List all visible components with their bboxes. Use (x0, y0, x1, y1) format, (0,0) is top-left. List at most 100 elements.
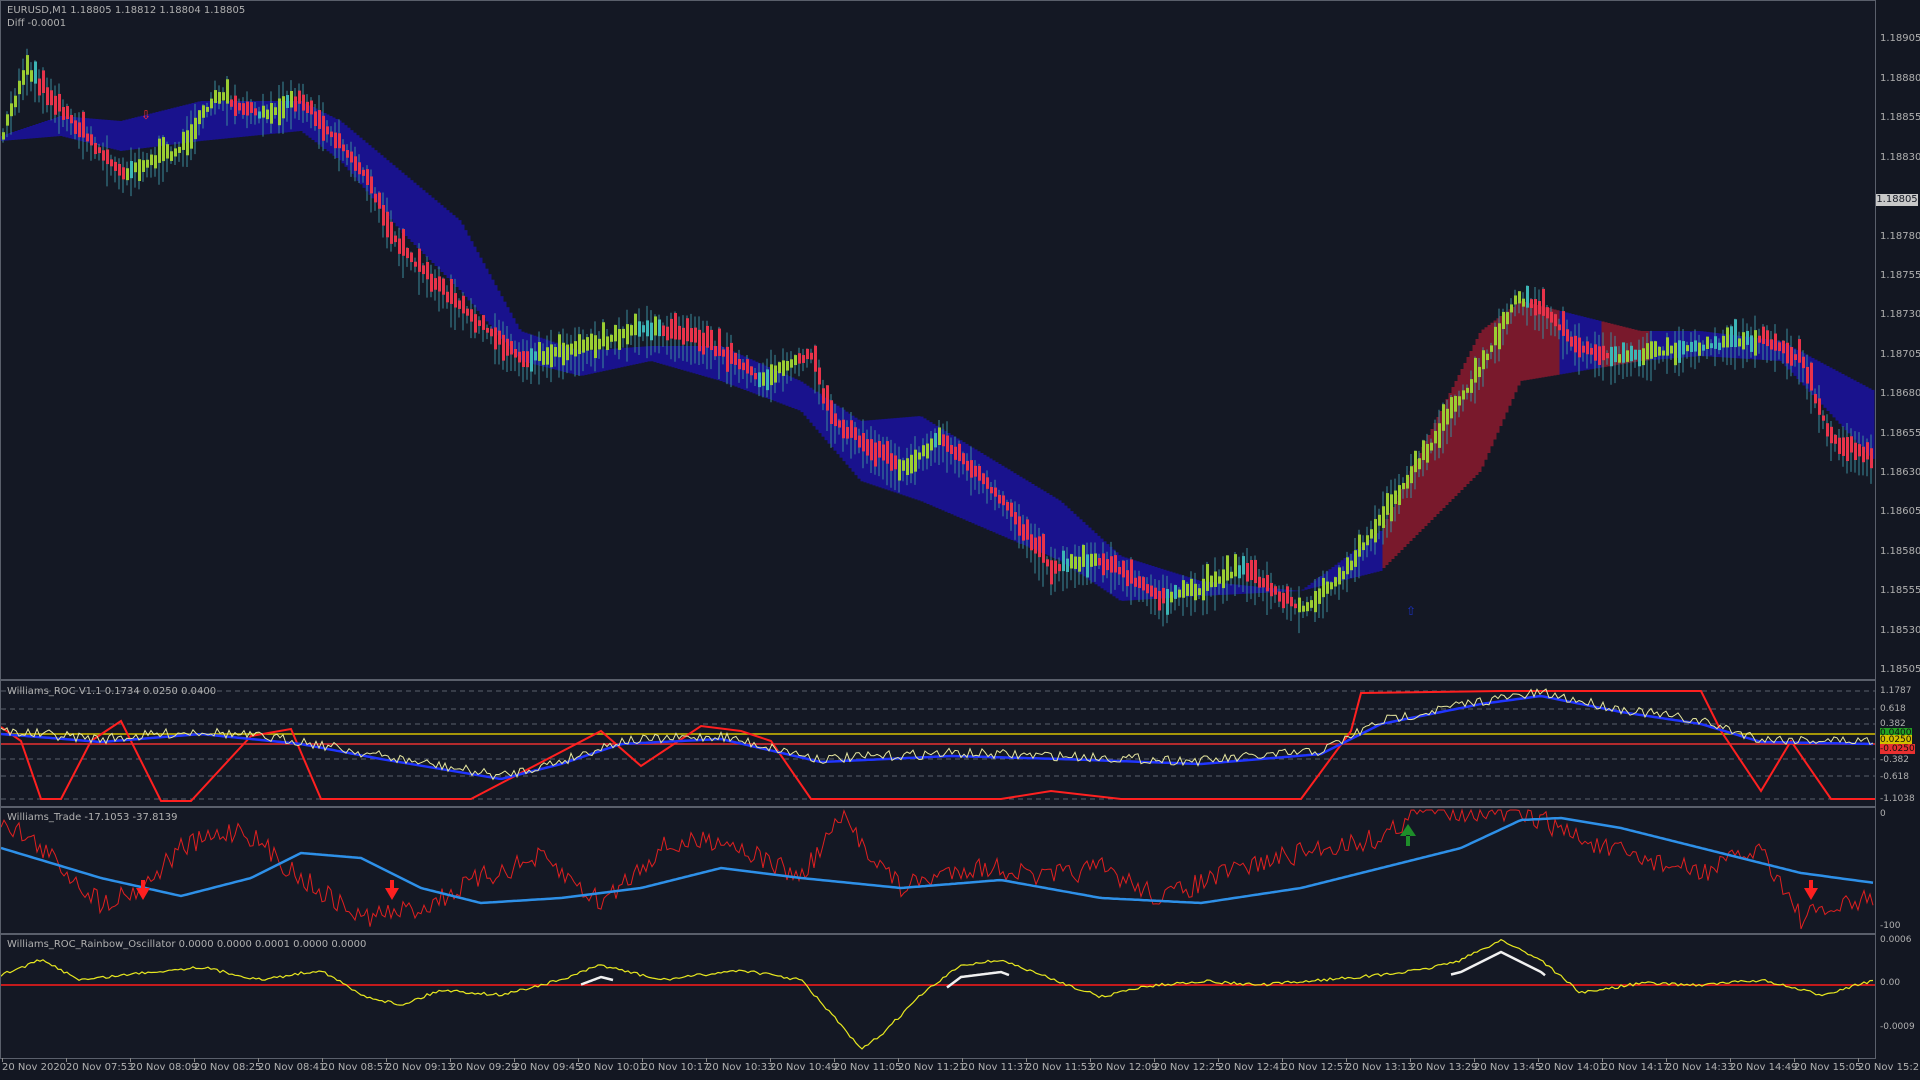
price-bar (222, 92, 225, 101)
price-bar (1542, 288, 1545, 316)
price-bar (1418, 458, 1421, 470)
price-bar (710, 329, 713, 351)
price-bar (1422, 440, 1425, 461)
price-bar (562, 342, 565, 366)
williams-roc-pane[interactable]: Williams_ROC V1.1 0.1734 0.0250 0.0400 (0, 680, 1876, 807)
price-bar (98, 147, 101, 154)
sell-arrow-icon (1804, 880, 1818, 900)
price-chart-canvas[interactable]: ⇩⇧ (1, 1, 1875, 679)
price-bar (766, 369, 769, 391)
price-bar (1514, 295, 1517, 305)
price-bar (770, 364, 773, 386)
price-bar (1586, 341, 1589, 355)
price-bar (1462, 390, 1465, 400)
price-bar (1550, 311, 1553, 323)
diff-label: Diff -0.0001 (7, 18, 67, 29)
price-bar (890, 453, 893, 471)
price-tick-label: 1.18680 (1880, 388, 1920, 400)
price-bar (378, 192, 381, 209)
price-bar (542, 351, 545, 365)
price-bar (1094, 553, 1097, 566)
roc-level-tick: 0.0400 (1880, 728, 1912, 738)
rainbow-highlight-segment (580, 975, 614, 986)
price-bar (566, 344, 569, 361)
price-bar (310, 100, 313, 115)
trade-level-tick: -100 (1880, 921, 1901, 931)
price-bar (30, 70, 33, 82)
price-tick-label: 1.18705 (1880, 348, 1920, 360)
williams-trade-pane[interactable]: Williams_Trade -17.1053 -37.8139 (0, 807, 1876, 934)
price-tick-label: 1.18780 (1880, 230, 1920, 242)
price-bar (1742, 332, 1745, 350)
price-bar (1150, 585, 1153, 597)
price-bar (1090, 553, 1093, 567)
price-bar (422, 265, 425, 275)
price-bar (758, 372, 761, 388)
price-bar (778, 362, 781, 374)
price-tick-label: 1.18580 (1880, 545, 1920, 557)
price-tick-label: 1.18730 (1880, 309, 1920, 321)
price-bar (1498, 323, 1501, 350)
price-bar (226, 79, 229, 104)
price-bar (606, 336, 609, 351)
time-axis-label: 20 Nov 14:01 (1538, 1058, 1606, 1073)
price-arrow-mark: ⇧ (1406, 604, 1416, 618)
price-bar (834, 413, 837, 427)
rainbow-oscillator-canvas[interactable] (1, 935, 1875, 1058)
rainbow-oscillator-pane[interactable]: Williams_ROC_Rainbow_Oscillator 0.0000 0… (0, 934, 1876, 1059)
roc-level-tick: 0.0250 (1880, 735, 1912, 745)
price-bar (946, 435, 949, 452)
price-bar (726, 346, 729, 372)
price-axis[interactable] (1876, 0, 1920, 680)
price-bar (1182, 580, 1185, 598)
price-bar (1786, 342, 1789, 364)
price-bar (750, 366, 753, 376)
arrow-marks: ⇩⇧ (141, 108, 1416, 618)
price-tick-label: 1.18530 (1880, 624, 1920, 636)
price-bar (514, 349, 517, 358)
price-bar (70, 114, 73, 124)
price-bar (658, 319, 661, 337)
price-bar (38, 78, 41, 96)
price-bar (1486, 353, 1489, 361)
price-bar (1282, 592, 1285, 609)
price-bar (462, 295, 465, 314)
price-bar (50, 90, 53, 106)
price-bar (94, 142, 97, 155)
price-bar (610, 334, 613, 342)
price-bar (1438, 423, 1441, 448)
price-bar (1374, 519, 1377, 543)
rainbow-oscillator-label: Williams_ROC_Rainbow_Oscillator 0.0000 0… (7, 939, 367, 950)
williams-trade-canvas[interactable] (1, 808, 1875, 933)
price-bar (6, 114, 9, 126)
price-bar (578, 334, 581, 355)
time-axis-label: 20 Nov 11:53 (1026, 1058, 1094, 1073)
price-bar (1686, 345, 1689, 352)
time-axis[interactable]: 20 Nov 2020 20 Nov 07:53 20 Nov 08:09 20 No… (0, 1058, 1920, 1080)
price-bar (118, 164, 121, 176)
price-bar (1494, 326, 1497, 346)
price-bar (870, 439, 873, 461)
time-axis-label: 20 Nov 12:41 (1218, 1058, 1286, 1073)
price-bar (1082, 544, 1085, 567)
price-bar (1678, 340, 1681, 363)
roc-level-tick: 1.1787 (1880, 686, 1912, 696)
price-bar (774, 365, 777, 383)
price-bar (1230, 571, 1233, 579)
price-bar (1722, 335, 1725, 348)
price-bar (1774, 333, 1777, 351)
price-bar (10, 103, 13, 117)
rainbow-level-tick: 0.00 (1880, 978, 1901, 988)
price-bar (962, 453, 965, 465)
price-bar (262, 105, 265, 118)
price-bar (1570, 336, 1573, 347)
price-bar (1382, 506, 1385, 528)
price-bar (1426, 443, 1429, 463)
williams-roc-canvas[interactable] (1, 681, 1875, 806)
price-bar (638, 321, 641, 337)
price-bar (1606, 353, 1609, 359)
price-bar (1538, 301, 1541, 315)
main-chart-pane[interactable]: ⇩ ⇧ EURUSD,M1 1.18805 1.18812 1.18804 1.1… (0, 0, 1876, 680)
price-bar (1466, 387, 1469, 393)
price-bar (502, 334, 505, 361)
